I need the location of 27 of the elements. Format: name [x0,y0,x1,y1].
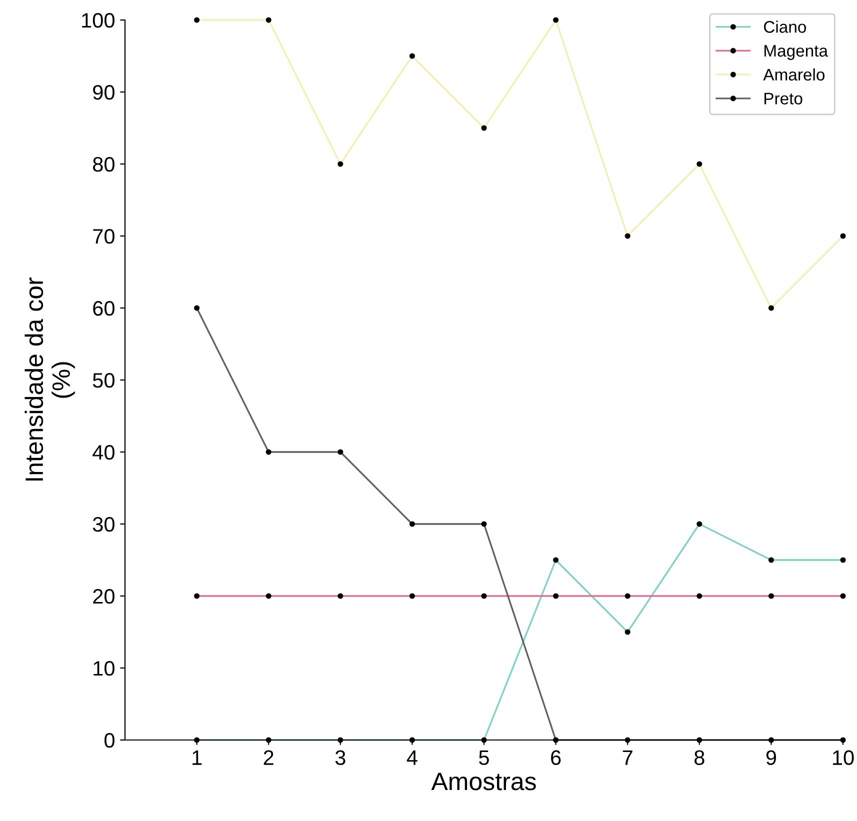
legend-label: Amarelo [763,68,825,81]
x-tick-label: 9 [766,750,776,766]
y-tick-label: 70 [93,229,114,244]
legend-label: Magenta [764,45,828,60]
legend-label: Ciano [764,20,806,33]
y-axis-title: Intensidade da cor (%) [24,278,75,481]
y-tick-label: 30 [92,517,114,532]
x-axis-title: Amostras [431,772,536,790]
y-tick-label: 90 [93,85,114,100]
y-tick-label: 80 [93,157,114,172]
y-tick-label: 60 [93,301,114,316]
x-tick-label: 6 [551,750,561,766]
x-tick-label: 10 [833,750,854,766]
y-tick-label: 10 [94,661,114,676]
x-tick-label: 1 [192,750,202,765]
y-tick-label: 40 [92,445,114,460]
y-tick-label: 50 [92,373,114,388]
x-tick-label: 4 [406,750,418,765]
y-tick-label: 20 [93,589,114,604]
x-tick-label: 3 [335,750,346,766]
y-tick-label: 100 [82,13,114,28]
y-tick-label: 0 [104,733,114,748]
legend-label: Preto [764,92,802,104]
x-tick-label: 5 [479,750,489,766]
x-tick-label: 7 [622,750,632,765]
x-tick-label: 2 [264,750,274,765]
x-tick-label: 8 [694,750,704,766]
